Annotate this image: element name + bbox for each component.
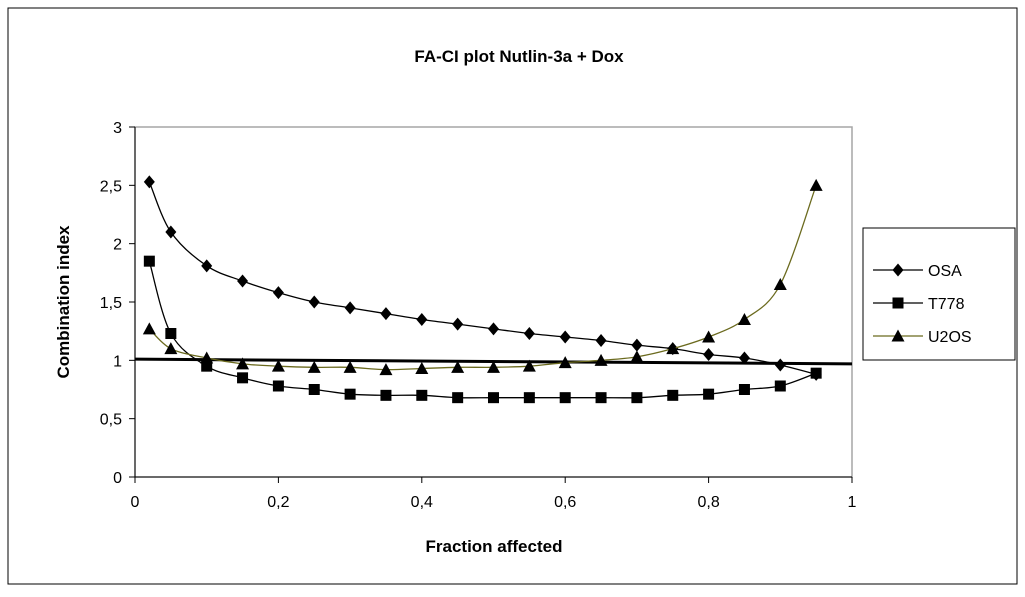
data-point-u2os bbox=[594, 353, 608, 366]
legend: OSA T778 U2OS bbox=[862, 227, 1016, 361]
data-point-u2os bbox=[307, 360, 321, 373]
data-point-t778 bbox=[631, 392, 643, 404]
data-point-u2os bbox=[343, 360, 357, 373]
data-point-osa bbox=[272, 286, 284, 300]
data-point-t778 bbox=[380, 389, 392, 401]
y-tick-label: 2,5 bbox=[100, 178, 122, 195]
data-point-osa bbox=[452, 317, 464, 331]
data-point-u2os bbox=[702, 330, 716, 343]
chart-area-border bbox=[7, 7, 1018, 585]
data-point-t778 bbox=[523, 392, 535, 404]
data-point-t778 bbox=[237, 372, 249, 384]
legend-label-t778: T778 bbox=[928, 296, 965, 313]
y-tick-label: 1 bbox=[113, 353, 122, 370]
data-point-t778 bbox=[703, 388, 715, 400]
x-tick-label: 0,2 bbox=[267, 494, 289, 511]
data-point-u2os bbox=[379, 363, 393, 376]
x-tick-label: 1 bbox=[848, 494, 857, 511]
data-point-u2os bbox=[142, 322, 156, 335]
legend-entry-t778: T778 bbox=[873, 296, 965, 313]
legend-marker-u2os bbox=[891, 329, 905, 342]
data-point-t778 bbox=[201, 360, 213, 372]
data-point-u2os bbox=[522, 359, 536, 372]
x-tick-label: 0 bbox=[131, 494, 140, 511]
data-point-u2os bbox=[666, 342, 680, 355]
y-tick-label: 0,5 bbox=[100, 412, 122, 429]
data-point-osa bbox=[703, 348, 715, 361]
y-tick-label: 1,5 bbox=[100, 295, 122, 312]
data-point-u2os bbox=[451, 360, 465, 373]
legend-box bbox=[862, 227, 1016, 361]
legend-entry-osa: OSA bbox=[873, 263, 962, 280]
data-point-u2os bbox=[487, 360, 500, 373]
data-point-t778 bbox=[143, 255, 155, 267]
data-point-osa bbox=[631, 338, 643, 352]
data-point-u2os bbox=[164, 342, 178, 355]
series-layer bbox=[142, 175, 823, 404]
data-point-osa bbox=[416, 313, 428, 326]
data-point-osa bbox=[738, 351, 750, 365]
data-point-t778 bbox=[595, 392, 607, 404]
data-point-osa bbox=[344, 301, 356, 315]
y-tick-label: 0 bbox=[113, 470, 122, 487]
data-point-t778 bbox=[488, 392, 499, 404]
data-point-t778 bbox=[559, 392, 571, 404]
data-point-u2os bbox=[558, 356, 572, 369]
data-point-t778 bbox=[667, 389, 679, 401]
data-point-osa bbox=[201, 259, 213, 273]
data-point-osa bbox=[595, 334, 607, 347]
legend-marker-t778 bbox=[892, 297, 904, 309]
data-point-u2os bbox=[773, 278, 787, 290]
x-tick-label: 0,4 bbox=[411, 494, 433, 511]
data-point-osa bbox=[380, 307, 392, 321]
series-t778 bbox=[143, 255, 822, 404]
data-point-osa bbox=[143, 175, 155, 189]
data-point-osa bbox=[488, 322, 499, 336]
data-point-t778 bbox=[344, 388, 356, 400]
y-axis-label: Combination index bbox=[54, 225, 73, 379]
data-point-osa bbox=[523, 327, 535, 340]
data-point-u2os bbox=[737, 313, 751, 325]
data-point-t778 bbox=[165, 328, 177, 339]
x-tick-label: 0,6 bbox=[554, 494, 576, 511]
axes: 0 0,5 1 1,5 2 2,5 3 0 0,2 0,4 0,6 0,8 1 bbox=[100, 120, 857, 511]
legend-entry-u2os: U2OS bbox=[873, 329, 972, 346]
data-point-t778 bbox=[452, 392, 464, 404]
x-tick-label: 0,8 bbox=[697, 494, 719, 511]
chart-title: FA-CI plot Nutlin-3a + Dox bbox=[414, 47, 624, 66]
data-point-t778 bbox=[738, 384, 750, 395]
data-point-osa bbox=[774, 358, 786, 372]
data-point-u2os bbox=[200, 351, 214, 364]
data-point-t778 bbox=[272, 380, 284, 392]
y-tick-label: 2 bbox=[113, 237, 122, 254]
data-point-osa bbox=[165, 225, 177, 239]
legend-marker-osa bbox=[892, 263, 904, 277]
data-point-t778 bbox=[810, 367, 822, 379]
data-point-osa bbox=[237, 274, 249, 288]
legend-label-u2os: U2OS bbox=[928, 329, 972, 346]
data-point-u2os bbox=[415, 362, 429, 374]
data-point-u2os bbox=[236, 357, 250, 370]
data-point-t778 bbox=[774, 380, 786, 392]
series-u2os bbox=[142, 178, 823, 376]
data-point-osa bbox=[308, 295, 320, 309]
data-point-osa bbox=[559, 330, 571, 344]
legend-label-osa: OSA bbox=[928, 263, 962, 280]
data-point-u2os bbox=[630, 350, 644, 363]
y-tick-label: 3 bbox=[113, 120, 122, 137]
data-point-t778 bbox=[416, 389, 428, 401]
data-point-u2os bbox=[271, 359, 285, 372]
data-point-t778 bbox=[308, 384, 320, 395]
data-point-u2os bbox=[809, 178, 823, 191]
x-axis-label: Fraction affected bbox=[426, 537, 563, 556]
